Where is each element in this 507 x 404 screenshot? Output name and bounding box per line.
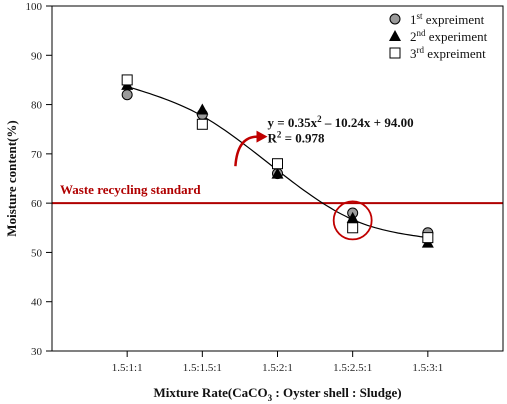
y-tick-label: 80 [31, 100, 43, 112]
legend: 1st expreiment 2nd experiment 3rd exprei… [389, 11, 488, 61]
highlight-circle [332, 200, 373, 241]
x-axis-label-part2: : Oyster shell : Sludge) [272, 385, 401, 400]
legend-label-1st-number: 1 [410, 12, 417, 27]
legend-label-3rd-text: expreiment [424, 46, 486, 61]
legend-label-2nd-suffix: nd [417, 28, 427, 38]
y-tick-label: 30 [31, 346, 43, 358]
fit-r2: R2 = 0.978 [268, 130, 326, 146]
x-tick-label: 1.5:2.5:1 [333, 362, 372, 374]
y-tick-label: 60 [31, 198, 43, 210]
data-point-triangle [196, 103, 209, 115]
data-point-square [422, 232, 434, 244]
legend-label-2nd: 2nd experiment [410, 28, 488, 44]
x-tick-label: 1.5:3:1 [412, 362, 443, 374]
data-point-square [347, 222, 359, 234]
y-axis-label: Moisture content(%) [4, 120, 19, 236]
data-point-square [121, 74, 133, 86]
x-tick-label: 1.5:1.5:1 [183, 362, 222, 374]
legend-label-2nd-number: 2 [410, 29, 417, 44]
x-axis-label-part1: Mixture Rate(CaCO [153, 385, 267, 400]
fit-r2-exponent: 2 [277, 130, 282, 140]
fit-equation-part1: y = 0.35x [268, 115, 318, 130]
y-tick-label: 40 [31, 297, 43, 309]
fit-equation-exponent: 2 [317, 114, 322, 124]
x-tick-label: 1.5:2:1 [262, 362, 293, 374]
fit-r2-part2: = 0.978 [281, 131, 325, 146]
legend-marker-square [389, 47, 401, 59]
fit-equation-part2: – 10.24x + 94.00 [322, 115, 414, 130]
legend-label-3rd: 3rd expreiment [410, 45, 486, 61]
legend-label-1st-text: expreiment [423, 12, 485, 27]
legend-label-1st: 1st expreiment [410, 11, 485, 27]
data-points [121, 74, 434, 248]
legend-label-3rd-number: 3 [410, 46, 417, 61]
data-point-triangle [271, 167, 284, 179]
y-tick-label: 70 [31, 149, 43, 161]
plot-area [51, 5, 504, 352]
fit-equation: y = 0.35x2 – 10.24x + 94.00 [268, 114, 414, 130]
x-axis-label-subscript: 3 [268, 393, 273, 403]
x-axis-label: Mixture Rate(CaCO3 : Oyster shell : Slud… [153, 385, 401, 403]
y-tick-label: 100 [26, 1, 43, 13]
legend-label-1st-suffix: st [417, 11, 424, 21]
x-tick-label: 1.5:1:1 [112, 362, 143, 374]
data-point-circle [121, 89, 133, 101]
y-tick-label: 50 [31, 247, 43, 259]
legend-item-3rd: 3rd expreiment [389, 45, 486, 61]
fit-arrow [234, 135, 258, 167]
data-point-square [272, 158, 283, 170]
data-point-square [196, 118, 208, 130]
fit-r2-part1: R [268, 131, 278, 146]
y-tick-label: 90 [31, 50, 43, 62]
legend-marker-circle [389, 13, 401, 25]
x-axis-ticks: 1.5:1:1 1.5:1.5:1 1.5:2:1 1.5:2.5:1 1.5:3:1 [112, 351, 443, 374]
legend-item-1st: 1st expreiment [389, 11, 485, 27]
y-axis-ticks: 30 40 50 60 70 80 90 100 [26, 1, 52, 358]
legend-label-2nd-text: experiment [426, 29, 488, 44]
legend-label-3rd-suffix: rd [417, 45, 425, 55]
legend-marker-triangle [389, 30, 401, 41]
legend-item-2nd: 2nd experiment [389, 28, 488, 44]
fit-arrowhead [256, 130, 268, 143]
data-point-triangle [346, 211, 359, 223]
waste-recycling-standard-label: Waste recycling standard [60, 182, 201, 197]
